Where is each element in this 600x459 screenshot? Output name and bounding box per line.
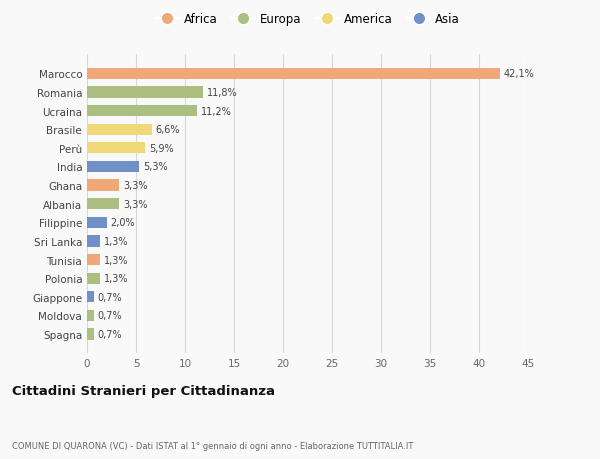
Bar [87,310,94,321]
Text: 3,3%: 3,3% [123,199,148,209]
Bar [87,273,100,284]
Bar [87,199,119,210]
Bar [87,143,145,154]
Bar [87,217,107,229]
Text: 5,3%: 5,3% [143,162,167,172]
Bar [87,291,94,303]
Text: 42,1%: 42,1% [503,69,534,79]
Bar [87,87,203,98]
Bar [87,124,152,135]
Text: 0,7%: 0,7% [98,311,122,321]
Text: 11,8%: 11,8% [206,88,237,98]
Text: 5,9%: 5,9% [149,144,173,153]
Bar [87,180,119,191]
Bar [87,162,139,173]
Bar [87,69,500,80]
Text: 2,0%: 2,0% [110,218,135,228]
Bar [87,254,100,266]
Text: 1,3%: 1,3% [104,274,128,284]
Bar [87,329,94,340]
Legend: Africa, Europa, America, Asia: Africa, Europa, America, Asia [155,13,460,26]
Text: 6,6%: 6,6% [155,125,180,135]
Text: 1,3%: 1,3% [104,236,128,246]
Text: 0,7%: 0,7% [98,329,122,339]
Text: 11,2%: 11,2% [200,106,232,117]
Text: 3,3%: 3,3% [123,181,148,190]
Bar [87,106,197,117]
Text: 1,3%: 1,3% [104,255,128,265]
Text: 0,7%: 0,7% [98,292,122,302]
Text: COMUNE DI QUARONA (VC) - Dati ISTAT al 1° gennaio di ogni anno - Elaborazione TU: COMUNE DI QUARONA (VC) - Dati ISTAT al 1… [12,441,413,450]
Text: Cittadini Stranieri per Cittadinanza: Cittadini Stranieri per Cittadinanza [12,384,275,397]
Bar [87,236,100,247]
